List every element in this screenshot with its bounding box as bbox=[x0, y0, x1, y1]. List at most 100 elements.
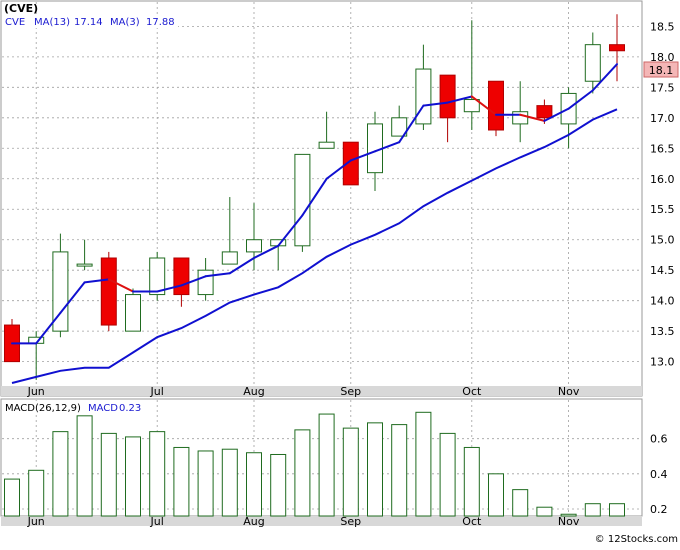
candle-body bbox=[318, 141, 335, 149]
price-tick-label: 15.5 bbox=[650, 203, 675, 216]
ma3-segment bbox=[543, 107, 570, 122]
month-label: Oct bbox=[462, 515, 482, 528]
price-tick-label: 18.0 bbox=[650, 51, 675, 64]
month-label: Aug bbox=[243, 515, 264, 528]
last-price-label: 18.1 bbox=[649, 64, 674, 77]
candle-body bbox=[391, 117, 408, 137]
price-panel-axis-strip bbox=[1, 386, 642, 396]
ma3-segment bbox=[253, 244, 280, 259]
moving-average-lines bbox=[11, 63, 618, 384]
price-tick-label: 18.5 bbox=[650, 20, 675, 33]
ma3-segment bbox=[591, 63, 618, 92]
legend-ma3-value: 17.88 bbox=[146, 17, 175, 28]
candle-body bbox=[342, 141, 359, 186]
month-label: Nov bbox=[558, 515, 580, 528]
price-axis: 13.0 13.5 14.0 14.5 15.0 15.5 16.0 16.5 17.0 17.5… bbox=[650, 20, 675, 368]
ma13-line bbox=[11, 108, 618, 384]
candle-body bbox=[52, 251, 69, 332]
ma3-segment bbox=[374, 141, 401, 153]
ma3-segment bbox=[180, 275, 207, 287]
ma3-segment bbox=[325, 159, 352, 180]
candle-body bbox=[149, 257, 166, 296]
watermark: © 12Stocks.com bbox=[595, 534, 678, 545]
macd-bar bbox=[609, 503, 625, 517]
last-price-badge bbox=[643, 61, 679, 78]
candle-body bbox=[463, 99, 480, 113]
candle-body bbox=[294, 153, 311, 247]
macd-bar bbox=[294, 429, 311, 517]
macd-bar bbox=[560, 513, 577, 517]
month-label: Aug bbox=[243, 385, 264, 398]
price-panel-frame bbox=[0, 0, 643, 397]
month-label: Jul bbox=[150, 515, 164, 528]
macd-bars bbox=[4, 411, 625, 517]
macd-bar bbox=[270, 453, 287, 517]
candle-body bbox=[100, 257, 117, 326]
ma3-segment bbox=[422, 101, 449, 107]
ma3-segment bbox=[156, 284, 183, 293]
macd-legend-value: 0.23 bbox=[119, 403, 141, 414]
macd-tick-label: 0.4 bbox=[650, 468, 668, 481]
ma3-segment bbox=[398, 104, 425, 144]
macd-bar bbox=[536, 506, 553, 517]
macd-bar bbox=[100, 432, 117, 517]
macd-bar bbox=[197, 450, 214, 517]
macd-bar bbox=[415, 411, 432, 517]
ma3-segment bbox=[470, 95, 497, 116]
macd-bar bbox=[4, 478, 20, 517]
legend-ma13-label: MA(13) bbox=[34, 17, 70, 28]
candle-body bbox=[197, 269, 214, 296]
month-label: Nov bbox=[558, 385, 580, 398]
macd-bar bbox=[391, 424, 408, 517]
macd-tick-label: 0.6 bbox=[650, 433, 668, 446]
macd-bar bbox=[342, 427, 359, 517]
candle-body bbox=[415, 68, 432, 125]
macd-bar bbox=[584, 503, 601, 517]
macd-bar bbox=[463, 446, 480, 517]
price-tick-label: 17.0 bbox=[650, 112, 675, 125]
price-tick-label: 17.5 bbox=[650, 81, 675, 94]
ma3-segment bbox=[277, 214, 304, 247]
candle-body bbox=[125, 294, 141, 332]
ma3-segment bbox=[35, 311, 62, 345]
macd-tick-label: 0.2 bbox=[650, 503, 668, 516]
month-label: Jun bbox=[27, 385, 45, 398]
candle-body bbox=[439, 74, 456, 119]
macd-bar bbox=[28, 469, 45, 517]
macd-bar bbox=[173, 446, 190, 517]
macd-legend-label: MACD bbox=[88, 403, 118, 414]
macd-bar bbox=[367, 422, 383, 517]
month-label: Jun bbox=[27, 515, 45, 528]
macd-bar bbox=[246, 452, 262, 517]
ma3-segment bbox=[204, 272, 231, 278]
ma3-segment bbox=[83, 278, 110, 284]
price-tick-label: 14.0 bbox=[650, 295, 675, 308]
legend-ma13-value: 17.14 bbox=[74, 17, 103, 28]
macd-bar bbox=[125, 436, 141, 517]
ma3-segment bbox=[107, 278, 134, 293]
ma3-segment bbox=[519, 113, 546, 122]
month-label: Oct bbox=[462, 385, 482, 398]
month-label: Jul bbox=[150, 385, 164, 398]
legend-ma3-label: MA(3) bbox=[110, 17, 140, 28]
candle-body bbox=[584, 44, 601, 82]
macd-bar bbox=[439, 432, 456, 517]
legend-symbol: CVE bbox=[5, 17, 25, 28]
candle-body bbox=[76, 263, 93, 267]
macd-legend-background bbox=[2, 401, 142, 414]
price-tick-label: 15.0 bbox=[650, 234, 675, 247]
macd-axis: 0.2 0.4 0.6 bbox=[650, 433, 668, 516]
macd-title: MACD(26,12,9) bbox=[5, 403, 81, 414]
macd-bar bbox=[76, 415, 93, 517]
ma3-segment bbox=[349, 150, 376, 162]
macd-bar bbox=[318, 413, 335, 517]
macd-bar bbox=[512, 489, 529, 517]
ma3-segment bbox=[301, 177, 328, 217]
legend-background bbox=[2, 14, 178, 28]
candle-body bbox=[512, 111, 529, 125]
month-axis: Jun Jun Jul Jul Aug Aug Sep Sep Oct Oct Nov Nov bbox=[27, 385, 580, 528]
price-tick-label: 13.0 bbox=[650, 356, 675, 369]
macd-bar bbox=[488, 473, 504, 517]
